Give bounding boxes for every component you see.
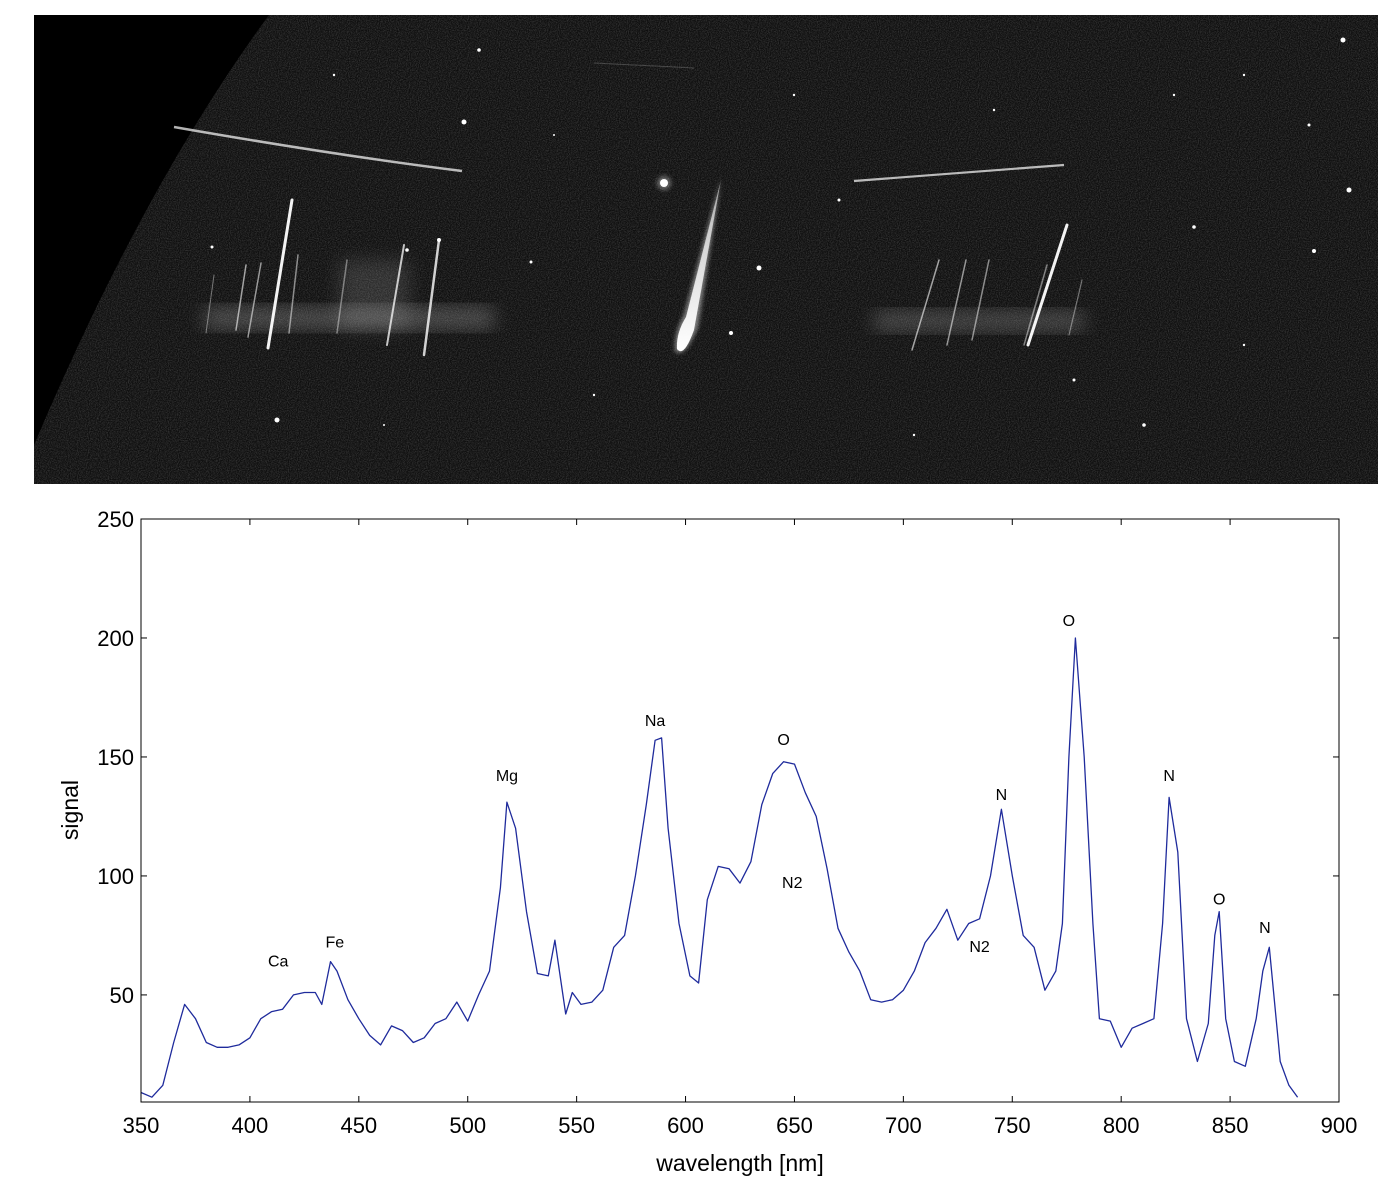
left-spectrum-band (204, 198, 494, 357)
peak-label: O (1213, 891, 1225, 908)
tick-labels: 350 400 450 500 550 600 650 700 750 800 850 900 50 10… (97, 507, 1357, 1138)
y-axis-title: signal (57, 780, 83, 840)
x-tick-label: 900 (1321, 1113, 1358, 1138)
x-tick-label: 650 (776, 1113, 813, 1138)
sky-edge-shadow (34, 15, 269, 445)
right-spectrum-band (874, 223, 1084, 351)
peak-label: Fe (326, 934, 345, 951)
x-tick-label: 550 (558, 1113, 595, 1138)
x-tick-label: 350 (123, 1113, 160, 1138)
peak-label: N (996, 787, 1008, 804)
x-tick-label: 800 (1103, 1113, 1140, 1138)
stars (210, 37, 1352, 437)
y-tick-label: 150 (97, 745, 134, 770)
peak-label: N (1163, 768, 1175, 785)
peak-label: N2 (969, 939, 990, 956)
peak-label: Mg (496, 768, 518, 785)
x-axis-title: wavelength [nm] (655, 1150, 823, 1176)
x-tick-label: 700 (885, 1113, 922, 1138)
y-tick-label: 100 (97, 864, 134, 889)
y-tick-label: 50 (110, 983, 134, 1008)
satellite-trails (173, 62, 1065, 183)
plot-area (141, 519, 1339, 1102)
y-tick-label: 200 (97, 626, 134, 651)
peak-label: N2 (782, 875, 803, 892)
plot-frame (140, 518, 1340, 1103)
x-tick-label: 450 (340, 1113, 377, 1138)
peak-label: N (1259, 920, 1271, 937)
x-tick-label: 400 (232, 1113, 269, 1138)
peak-label: O (1063, 613, 1075, 630)
peak-label: Na (645, 713, 666, 730)
peak-label: Ca (268, 953, 289, 970)
x-tick-label: 500 (449, 1113, 486, 1138)
signal-series-line (140, 637, 1299, 1098)
y-tick-label: 250 (97, 507, 134, 532)
peak-annotations: Ca Fe Mg Na O N2 N2 N O N O N (268, 613, 1271, 970)
meteor-streak (674, 178, 721, 353)
x-tick-label: 600 (667, 1113, 704, 1138)
x-tick-label: 750 (994, 1113, 1031, 1138)
spectrum-chart: 350 400 450 500 550 600 650 700 750 800 850 900 50 10… (57, 507, 1357, 1176)
x-tick-label: 850 (1212, 1113, 1249, 1138)
meteor-spectrum-photo (34, 15, 1378, 484)
peak-label: O (777, 732, 789, 749)
